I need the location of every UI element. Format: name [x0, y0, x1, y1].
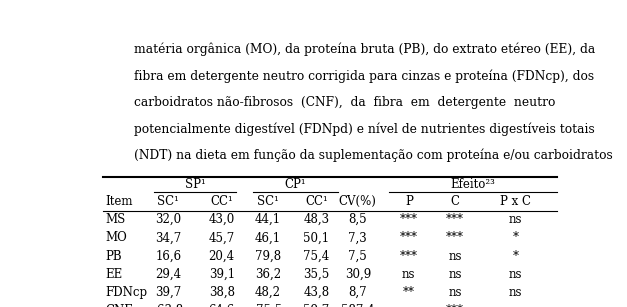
Text: MS: MS [105, 213, 125, 226]
Text: 50,1: 50,1 [303, 231, 330, 244]
Text: ns: ns [509, 286, 522, 299]
Text: 43,8: 43,8 [303, 286, 330, 299]
Text: ***: *** [446, 213, 464, 226]
Text: 587,4: 587,4 [341, 304, 374, 307]
Text: ***: *** [446, 231, 464, 244]
Text: 32,0: 32,0 [155, 213, 181, 226]
Text: 39,1: 39,1 [209, 268, 234, 281]
Text: 29,4: 29,4 [155, 268, 181, 281]
Text: SP¹: SP¹ [184, 178, 206, 191]
Text: ns: ns [402, 304, 416, 307]
Text: ns: ns [509, 213, 522, 226]
Text: (NDT) na dieta em função da suplementação com proteína e/ou carboidratos: (NDT) na dieta em função da suplementaçã… [134, 149, 613, 162]
Text: 20,4: 20,4 [209, 250, 234, 262]
Text: CC¹: CC¹ [210, 195, 233, 208]
Text: MO: MO [105, 231, 127, 244]
Text: matéria orgânica (MO), da proteína bruta (PB), do extrato etéreo (EE), da: matéria orgânica (MO), da proteína bruta… [134, 43, 596, 56]
Text: ***: *** [400, 213, 418, 226]
Text: 16,6: 16,6 [155, 250, 181, 262]
Text: 39,7: 39,7 [155, 286, 181, 299]
Text: ***: *** [400, 250, 418, 262]
Text: -75,5: -75,5 [253, 304, 283, 307]
Text: ns: ns [448, 268, 461, 281]
Text: ns: ns [448, 250, 461, 262]
Text: 44,1: 44,1 [255, 213, 281, 226]
Text: fibra em detergente neutro corrigida para cinzas e proteína (FDNcp), dos: fibra em detergente neutro corrigida par… [134, 69, 594, 83]
Text: 8,5: 8,5 [349, 213, 367, 226]
Text: 79,8: 79,8 [255, 250, 281, 262]
Text: SC¹: SC¹ [157, 195, 179, 208]
Text: 75,4: 75,4 [303, 250, 330, 262]
Text: ***: *** [400, 231, 418, 244]
Text: 38,8: 38,8 [209, 286, 234, 299]
Text: SC¹: SC¹ [257, 195, 279, 208]
Text: 46,1: 46,1 [255, 231, 281, 244]
Text: ns: ns [509, 304, 522, 307]
Text: ns: ns [509, 268, 522, 281]
Text: 48,3: 48,3 [303, 213, 330, 226]
Text: carboidratos não-fibrosos  (CNF),  da  fibra  em  detergente  neutro: carboidratos não-fibrosos (CNF), da fibr… [134, 96, 556, 109]
Text: 34,7: 34,7 [155, 231, 181, 244]
Text: -63,8: -63,8 [153, 304, 183, 307]
Text: 59,7: 59,7 [303, 304, 330, 307]
Text: *: * [513, 250, 519, 262]
Text: CC¹: CC¹ [305, 195, 328, 208]
Text: CV(%): CV(%) [339, 195, 377, 208]
Text: potencialmente digestível (FDNpd) e nível de nutrientes digestíveis totais: potencialmente digestível (FDNpd) e níve… [134, 122, 595, 136]
Text: 7,5: 7,5 [349, 250, 367, 262]
Text: 36,2: 36,2 [255, 268, 281, 281]
Text: 8,7: 8,7 [349, 286, 367, 299]
Text: 30,9: 30,9 [345, 268, 371, 281]
Text: 64,6: 64,6 [209, 304, 235, 307]
Text: CNF: CNF [105, 304, 132, 307]
Text: P x C: P x C [500, 195, 531, 208]
Text: EE: EE [105, 268, 122, 281]
Text: CP¹: CP¹ [285, 178, 307, 191]
Text: Item: Item [105, 195, 132, 208]
Text: ***: *** [446, 304, 464, 307]
Text: 35,5: 35,5 [303, 268, 330, 281]
Text: 7,3: 7,3 [349, 231, 367, 244]
Text: FDNcp: FDNcp [105, 286, 147, 299]
Text: **: ** [403, 286, 415, 299]
Text: Efeito²³: Efeito²³ [451, 178, 495, 191]
Text: ns: ns [402, 268, 416, 281]
Text: 48,2: 48,2 [255, 286, 281, 299]
Text: 43,0: 43,0 [209, 213, 235, 226]
Text: P: P [405, 195, 413, 208]
Text: ns: ns [448, 286, 461, 299]
Text: PB: PB [105, 250, 122, 262]
Text: *: * [513, 231, 519, 244]
Text: C: C [450, 195, 460, 208]
Text: 45,7: 45,7 [209, 231, 235, 244]
